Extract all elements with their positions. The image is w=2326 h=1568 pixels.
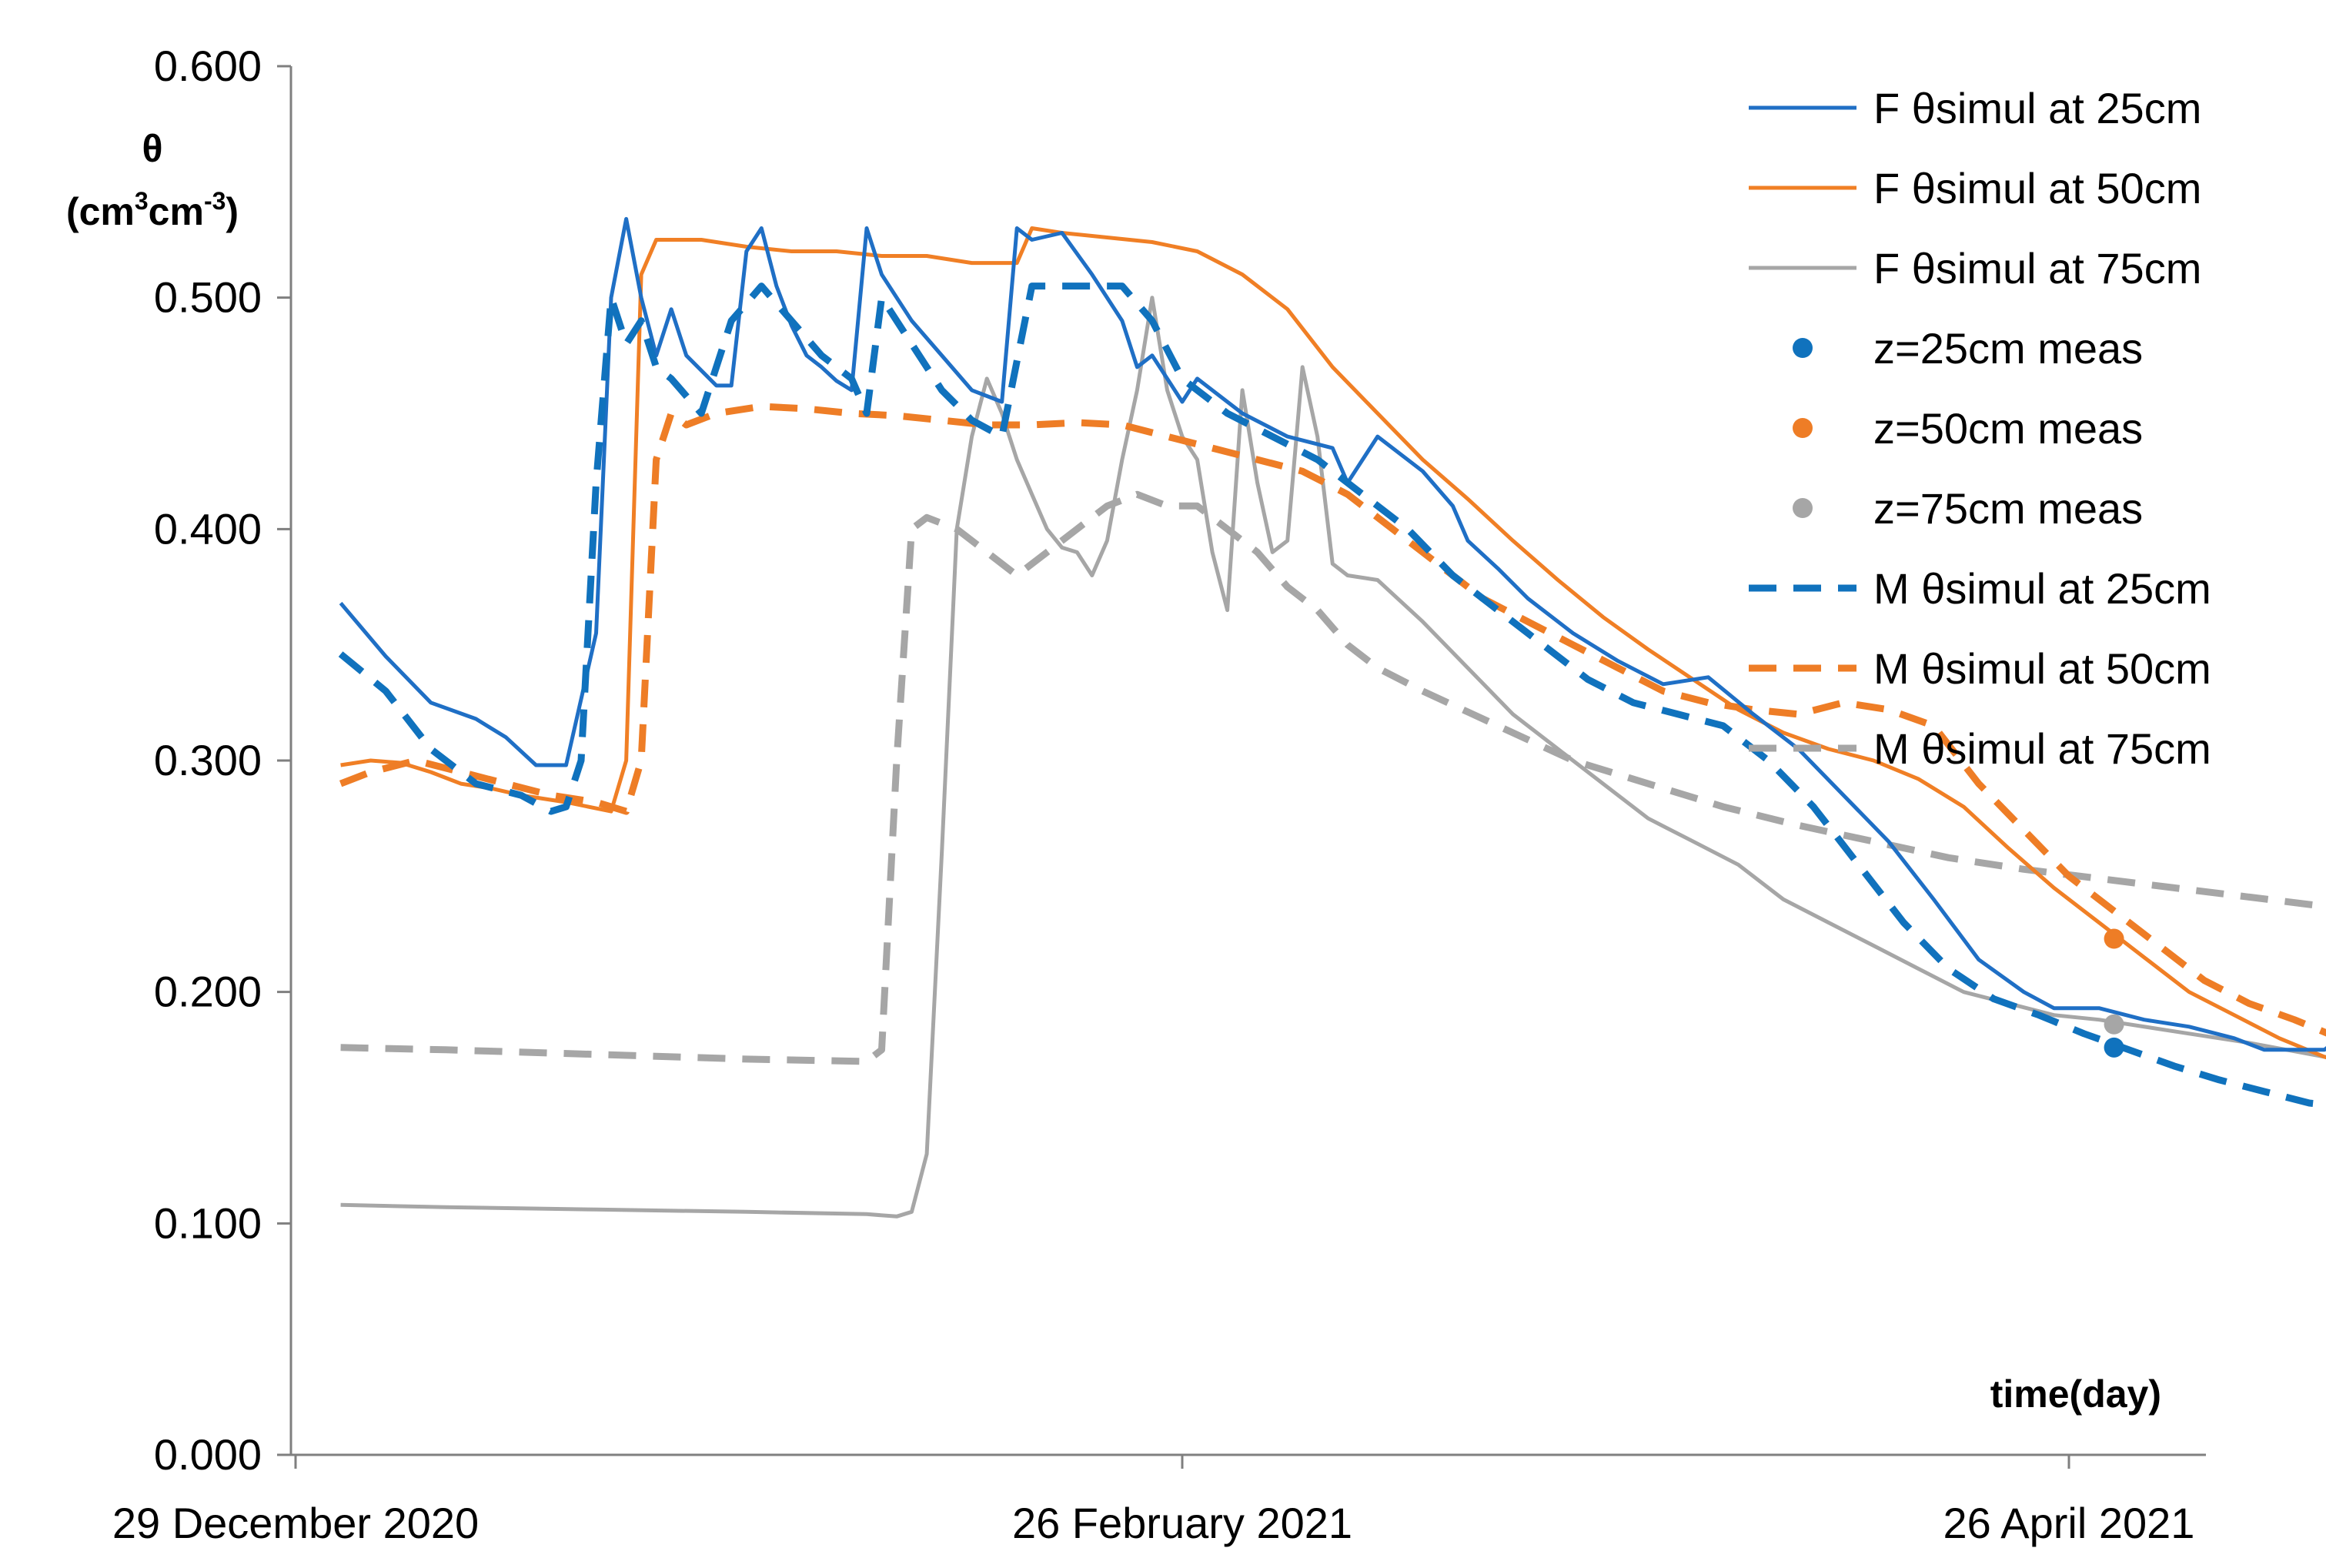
x-tick-label: 26 April 2021: [1943, 1499, 2195, 1547]
data-point-z-75cm-meas: [2104, 1014, 2124, 1035]
x-ticks: 29 December 2020 26 February 2021 26 April…: [112, 1455, 2195, 1547]
x-axis-title: time(day): [1990, 1372, 2161, 1416]
legend-marker: [1793, 418, 1813, 438]
legend-label: z=75cm meas: [1873, 484, 2143, 533]
legend-label: F θsimul at 25cm: [1873, 84, 2201, 132]
y-tick-label: 0.500: [154, 273, 262, 322]
y-tick-label: 0.400: [154, 504, 262, 553]
series-line-m-thetasimul-at-50cm: [339, 403, 2326, 1037]
measurement-markers: [2104, 928, 2124, 1058]
legend-marker: [1793, 498, 1813, 518]
series-line-f-thetasimul-at-25cm: [339, 216, 2326, 1052]
legend-label: M θsimul at 25cm: [1873, 564, 2211, 613]
y-unit-sup-1: 3: [135, 187, 149, 215]
y-axis-unit: (cm3cm-3): [66, 187, 239, 233]
data-point-z-50cm-meas: [2104, 928, 2124, 949]
y-tick-label: 0.300: [154, 736, 262, 784]
y-unit-sup-2: -3: [204, 187, 226, 215]
y-unit-part-3: ): [226, 190, 239, 233]
x-tick-label: 29 December 2020: [112, 1499, 479, 1547]
legend-label: M θsimul at 50cm: [1873, 644, 2211, 693]
legend-label: F θsimul at 75cm: [1873, 244, 2201, 293]
x-tick-label: 26 February 2021: [1012, 1499, 1352, 1547]
legend-label: z=25cm meas: [1873, 324, 2143, 373]
data-point-z-25cm-meas: [2104, 1037, 2124, 1058]
y-tick-label: 0.000: [154, 1430, 262, 1479]
y-tick-label: 0.100: [154, 1199, 262, 1247]
legend-label: z=50cm meas: [1873, 404, 2143, 453]
legend-marker: [1793, 338, 1813, 358]
y-axis-title: θ: [142, 127, 162, 170]
y-unit-part-2: cm: [149, 190, 204, 233]
series-line-f-thetasimul-at-75cm: [340, 296, 2326, 1219]
y-ticks: 0.000 0.100 0.200 0.300 0.400 0.500 0.600: [154, 42, 291, 1479]
legend-label: M θsimul at 75cm: [1873, 724, 2211, 773]
y-tick-label: 0.200: [154, 968, 262, 1016]
legend: F θsimul at 25cm F θsimul at 50cm F θsimul…: [1749, 84, 2211, 773]
plot-area: [338, 216, 2326, 1219]
y-unit-part-1: (cm: [66, 190, 135, 233]
series-line-m-thetasimul-at-25cm: [338, 283, 2326, 1108]
y-tick-label: 0.600: [154, 42, 262, 90]
legend-label: F θsimul at 50cm: [1873, 164, 2201, 212]
